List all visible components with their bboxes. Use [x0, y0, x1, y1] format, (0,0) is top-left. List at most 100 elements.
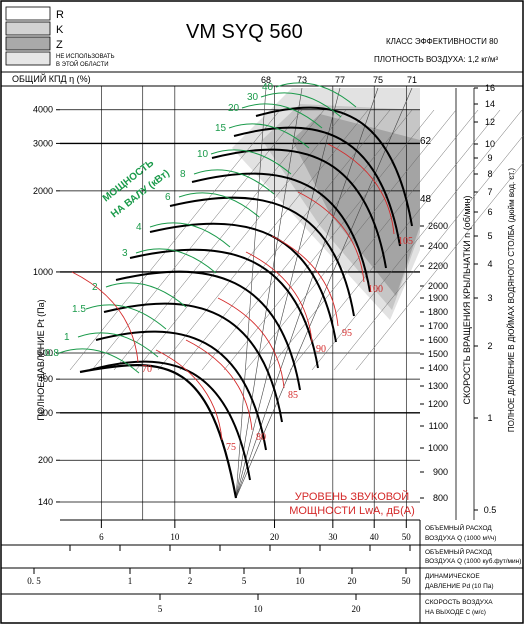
speed-diagonal: [267, 109, 479, 371]
efficiency-tick-label: 77: [335, 75, 345, 85]
rpm-tick-label: 1900: [428, 293, 448, 303]
y-tick-label: 3000: [33, 138, 53, 148]
power-value-label: 0.8: [45, 348, 59, 359]
power-value-label: 15: [215, 123, 227, 134]
legend: R K Z НЕ ИСПОЛЬЗОВАТЬ В ЭТОЙ ОБЛАСТИ: [5, 6, 115, 68]
sound-curve: [271, 235, 339, 327]
y-tick-label: 4000: [33, 105, 53, 115]
y-tick-label: 500: [38, 348, 53, 358]
sound-curve: [155, 349, 223, 441]
rpm-tick-label: 1000: [428, 443, 448, 453]
sound-curve: [245, 251, 313, 343]
rpm-tick-label: 2200: [428, 261, 448, 271]
fan-curve: [129, 248, 319, 369]
flow-tick-label: 30: [328, 532, 338, 542]
power-curve: [178, 192, 260, 218]
inch-tick-label: 2: [487, 341, 492, 351]
page-title: VM SYQ 560: [186, 21, 303, 43]
legend-swatch-z: [5, 36, 51, 51]
efficiency-ray: [235, 87, 303, 499]
inch-tick-label: 14: [485, 99, 495, 109]
dyn-pressure-tick-label: 0. 5: [27, 576, 41, 586]
flow-tick-label: 40: [370, 532, 380, 542]
velocity-tick-label: 5: [158, 604, 163, 614]
flow-tick-label: 6: [99, 532, 104, 542]
legend-label-k: K: [56, 24, 64, 36]
legend-label-r: R: [56, 9, 64, 21]
flow-tick-label: 50: [402, 532, 412, 542]
power-curve: [241, 103, 323, 129]
inch-tick-label: 16: [485, 83, 495, 93]
fan-curve: [169, 196, 355, 317]
efficiency-axis-label: ОБЩИЙ КПД η (%): [12, 73, 91, 84]
y-tick-label: 200: [38, 455, 53, 465]
power-value-label: 20: [228, 103, 240, 114]
sound-axis-label-line2: МОЩНОСТИ LwA, дБ(А): [289, 505, 415, 517]
power-curve: [228, 123, 310, 149]
inch-tick-label: 3: [487, 293, 492, 303]
y-tick-label: 140: [38, 497, 53, 507]
rpm-tick-label: 1500: [428, 349, 448, 359]
efficiency-class: КЛАСС ЭФФЕКТИВНОСТИ 80: [386, 37, 499, 46]
power-value-label: 6: [165, 192, 171, 203]
power-value-label: 2: [92, 282, 98, 293]
rpm-tick-label: 800: [433, 493, 448, 503]
speed-diagonal: [355, 161, 524, 371]
y-tick-label: 400: [38, 374, 53, 384]
power-curve: [193, 169, 275, 195]
fan-curve: [149, 222, 337, 343]
sound-value-label: 80: [256, 432, 266, 443]
speed-diagonal: [311, 109, 523, 371]
power-curve: [135, 248, 217, 274]
dyn-pressure-tick-label: 5: [242, 576, 247, 586]
inch-tick-label: 8: [487, 169, 492, 179]
efficiency-ray: [235, 87, 341, 499]
inch-tick-label: 9: [487, 153, 492, 163]
sound-value-label: 95: [342, 328, 352, 339]
legend-label-na-1: НЕ ИСПОЛЬЗОВАТЬ: [56, 54, 115, 60]
boundary-value-label: 48: [420, 194, 432, 205]
rpm-tick-label: 1600: [428, 335, 448, 345]
power-curve: [149, 222, 231, 248]
efficiency-tick-label: 73: [297, 75, 307, 85]
velocity-tick-label: 20: [352, 604, 362, 614]
speed-diagonal: [135, 109, 347, 371]
dyn-pressure-tick-label: 10: [296, 576, 306, 586]
fan-curve: [233, 126, 401, 247]
rpm-tick-label: 1800: [428, 307, 448, 317]
sound-value-label: 75: [226, 442, 236, 453]
sound-curve: [217, 297, 285, 389]
power-value-label: 10: [197, 149, 209, 160]
efficiency-ray: [235, 87, 379, 499]
legend-swatch-r: [5, 6, 51, 21]
legend-swatch-na: [5, 51, 51, 66]
dyn-pressure-tick-label: 2: [188, 576, 193, 586]
legend-label-na-2: В ЭТОЙ ОБЛАСТИ: [56, 60, 109, 68]
air-velocity-label-2: НА ВЫХОДЕ С (м/с): [425, 609, 486, 616]
grid-layer: 1402003004005001000200030004000800900100…: [33, 83, 496, 520]
power-value-label: 4: [136, 222, 142, 233]
power-value-label: 40: [262, 82, 274, 93]
y-left-axis-title: ПОЛНОЕ ДАВЛЕНИЕ Pt (Па): [36, 299, 46, 420]
rpm-tick-label: 1700: [428, 321, 448, 331]
bottom-ticks-layer: 6 10 20 30 40 50 0. 5 1 2 5 10 20 50 5 10 20: [27, 520, 411, 614]
rpm-tick-label: 2000: [428, 281, 448, 291]
rpm-tick-label: 2600: [428, 221, 448, 231]
efficiency-tick-label: 71: [407, 75, 417, 85]
fan-curve: [211, 148, 387, 269]
power-curve: [260, 92, 342, 118]
fan-curve: [89, 360, 251, 481]
inch-axis-title: ПОЛНОЕ ДАВЛЕНИЕ В ДЮЙМАХ ВОДЯНОГО СТОЛБА…: [507, 168, 516, 432]
y-tick-label: 300: [38, 408, 53, 418]
sound-curve: [185, 339, 253, 431]
fan-curve: [115, 270, 301, 391]
power-curve: [105, 282, 187, 308]
power-value-label: 1.5: [72, 304, 86, 315]
sound-value-label: 85: [288, 390, 298, 401]
power-curve: [77, 332, 159, 358]
boundary-value-label: 62: [420, 136, 432, 147]
